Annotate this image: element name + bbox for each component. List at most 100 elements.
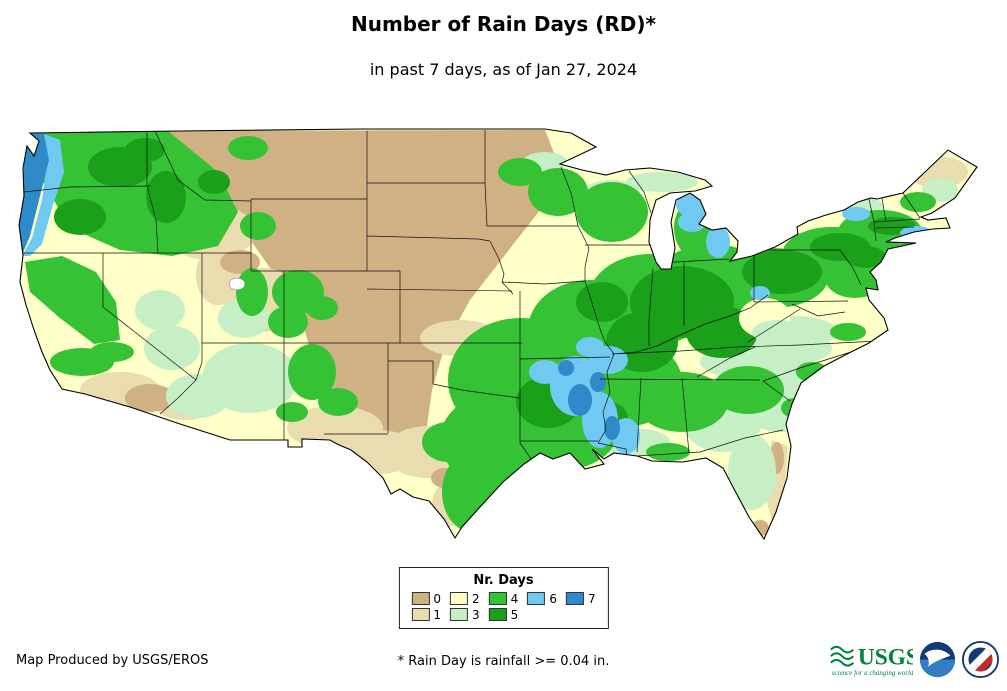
legend-item: 7 <box>565 591 596 606</box>
rain-region-patch <box>220 250 260 274</box>
rain-region-patch <box>636 372 728 432</box>
rain-region-patch <box>146 171 186 223</box>
rain-region-patch <box>422 422 474 462</box>
rain-region-patch <box>144 326 200 370</box>
rain-region-patch <box>240 212 276 240</box>
rain-region-patch <box>54 199 106 235</box>
rain-region-patch <box>604 416 620 440</box>
legend-item: 6 <box>527 592 557 605</box>
legend-title: Nr. Days <box>473 573 534 588</box>
legend-swatch <box>565 592 584 605</box>
rain-region-patch <box>626 172 698 192</box>
usgs-tagline: science for a changing world <box>832 669 913 677</box>
rain-region-patch <box>728 434 776 510</box>
page-subtitle: in past 7 days, as of Jan 27, 2024 <box>369 60 638 79</box>
legend-item: 4 <box>488 591 519 606</box>
usgs-wave-icon <box>830 645 854 667</box>
legend-label: 2 <box>472 591 480 606</box>
rain-region-patch <box>442 452 502 532</box>
legend-swatch <box>450 608 469 621</box>
rain-region-patch <box>742 250 822 294</box>
rain-region-patch <box>529 360 561 384</box>
rain-region-patch <box>825 258 885 298</box>
rain-region-patch <box>198 170 230 194</box>
legend-swatch <box>411 608 430 621</box>
legend-label: 4 <box>510 591 519 606</box>
rain-region-patch <box>558 360 574 376</box>
legend-label: 6 <box>549 591 557 606</box>
footer-note: * Rain Day is rainfall >= 0.04 in. <box>397 654 610 669</box>
rain-region-patch <box>318 388 358 416</box>
footer-logos: USGS science for a changing world <box>829 640 999 678</box>
legend-swatch <box>488 592 507 605</box>
rain-region-patch <box>646 443 690 461</box>
rain-region-patch <box>796 362 828 382</box>
rain-region-patch <box>632 302 688 338</box>
rain-region-patch <box>166 374 230 418</box>
rain-region-patch <box>830 323 866 341</box>
page-title: Number of Rain Days (RD)* <box>350 12 656 36</box>
rain-region-patch <box>236 268 268 316</box>
rain-region-patch <box>498 158 542 186</box>
legend-label: 7 <box>587 591 596 606</box>
rain-days-patches <box>19 130 968 536</box>
rain-region-patch <box>576 337 604 357</box>
us-map <box>18 128 978 541</box>
rain-region-patch <box>590 372 606 392</box>
rain-region-patch <box>165 130 558 436</box>
noaa-bird-icon <box>924 649 951 667</box>
rain-region-patch <box>712 366 784 414</box>
legend-label: 1 <box>433 607 442 622</box>
legend-column: 6 <box>527 592 557 621</box>
rain-region-patch <box>750 286 770 300</box>
rain-region-patch <box>781 398 809 418</box>
rain-region-patch <box>752 320 804 344</box>
legend-item: 0 <box>411 592 441 605</box>
rain-region-patch <box>568 384 592 416</box>
legend-label: 5 <box>510 607 519 622</box>
rain-region-patch <box>90 342 134 362</box>
rain-region-patch <box>900 226 932 240</box>
rain-region-patch <box>576 282 628 322</box>
rain-region-patch <box>125 384 175 412</box>
noaa-logo <box>919 641 956 677</box>
legend-swatch <box>527 592 546 605</box>
rain-region-patch <box>306 296 338 320</box>
rain-region-patch <box>576 182 648 242</box>
rain-region-patch <box>125 138 165 162</box>
legend-item: 5 <box>488 607 519 622</box>
legend-label: 0 <box>433 591 442 606</box>
rain-region-patch <box>268 306 308 338</box>
rain-region-patch <box>706 226 730 258</box>
rain-region-patch <box>846 246 886 268</box>
rain-region-patch <box>135 290 185 330</box>
usgs-text: USGS <box>858 645 913 671</box>
legend-swatch <box>411 592 430 605</box>
legend-swatch <box>450 592 469 605</box>
great-salt-lake <box>228 277 246 291</box>
nws-logo <box>962 640 999 678</box>
map-outline <box>18 128 978 541</box>
rain-region-patch <box>678 212 706 232</box>
rain-region-patch <box>19 133 49 255</box>
state-borders <box>21 130 921 468</box>
legend-swatch <box>488 608 507 621</box>
rain-region-patch <box>22 134 64 256</box>
legend-item: 2 <box>450 592 480 605</box>
rain-region-patch <box>288 344 336 400</box>
rain-region-patch <box>900 192 936 212</box>
legend-item: 3 <box>450 608 480 621</box>
rain-region-patch <box>338 430 418 474</box>
footer-credit: Map Produced by USGS/EROS <box>16 653 209 668</box>
legend-column: 7 <box>565 591 596 621</box>
usgs-logo: USGS science for a changing world <box>830 645 913 677</box>
legend-label: 3 <box>472 607 480 622</box>
rain-region-patch <box>228 136 268 160</box>
legend-item: 1 <box>411 608 441 621</box>
rain-region-patch <box>276 402 308 422</box>
